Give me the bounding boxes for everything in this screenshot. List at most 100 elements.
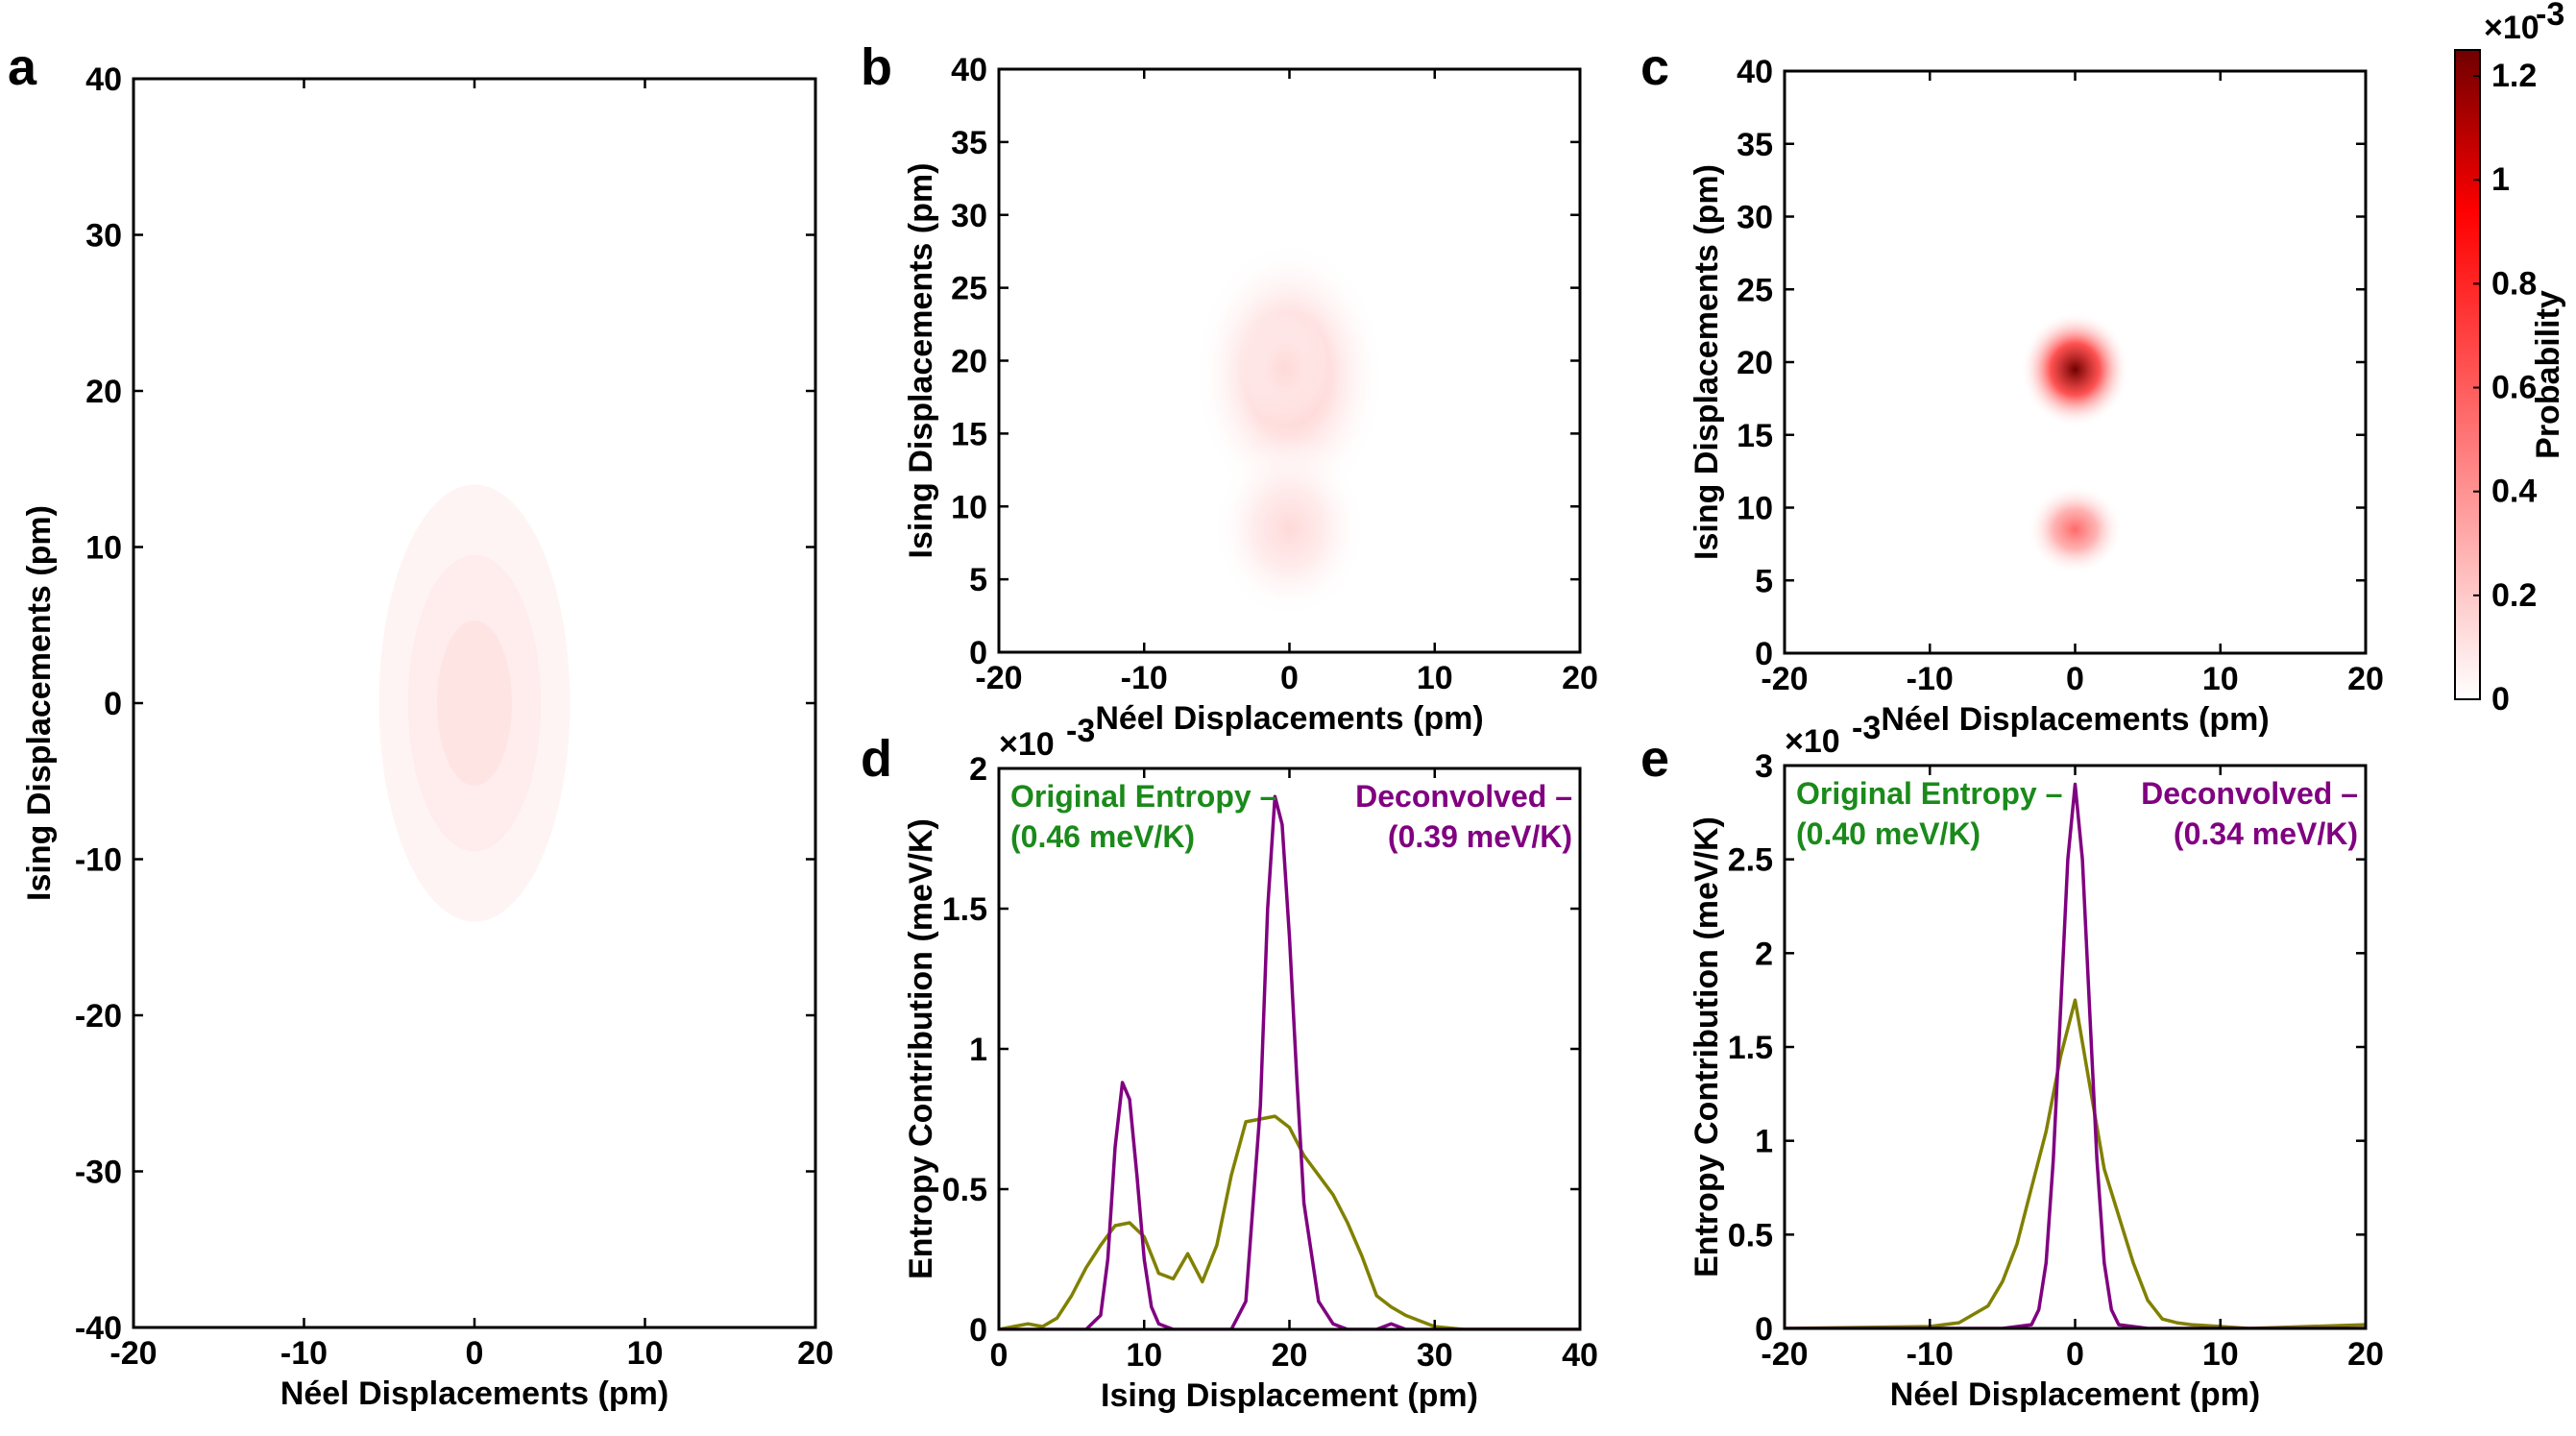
y-tick-label: 25 xyxy=(1737,272,1773,308)
annotation-original-title: Original Entropy – xyxy=(1010,779,1276,814)
y-tick-label: 1 xyxy=(969,1032,987,1068)
y-tick-label: 0 xyxy=(1755,1311,1773,1348)
heatmap-upper-core xyxy=(1240,309,1330,426)
colorbar-label: Probability xyxy=(2530,290,2566,459)
y-axis-label: Ising Displacements (pm) xyxy=(1689,164,1725,560)
x-tick-label: 20 xyxy=(1272,1337,1308,1374)
y-axis-label: Ising Displacements (pm) xyxy=(903,163,939,559)
annotation-deconvolved-title: Deconvolved – xyxy=(2141,776,2358,811)
colorbar-exponent-power: -3 xyxy=(2536,0,2564,33)
y-tick-label: -20 xyxy=(75,998,122,1034)
y-tick-label: 15 xyxy=(1737,418,1773,454)
y-tick-label: 2.5 xyxy=(1728,842,1773,879)
colorbar-tick-label: 0.8 xyxy=(2491,265,2537,302)
x-tick-label: -10 xyxy=(1907,1336,1954,1373)
y-tick-label: -40 xyxy=(75,1310,122,1347)
y-tick-label: 30 xyxy=(85,218,122,255)
x-tick-label: -20 xyxy=(109,1335,157,1372)
x-axis-label: Néel Displacements (pm) xyxy=(280,1375,668,1412)
x-tick-label: -10 xyxy=(1121,660,1168,696)
heatmap-upper-peak xyxy=(2020,311,2130,427)
panel-d-line-chart: Original Entropy – (0.46 meV/K) Deconvolve… xyxy=(861,713,1598,1414)
y-tick-label: 0 xyxy=(1755,636,1773,672)
y-tick-label: 25 xyxy=(951,271,987,307)
annotation-original-title: Original Entropy – xyxy=(1796,776,2062,811)
series-line-original-entropy xyxy=(1785,998,2366,1328)
colorbar-tick-label: 0 xyxy=(2491,681,2510,718)
y-axis-label: Entropy Contribution (meV/K) xyxy=(903,818,939,1279)
y-tick-label: 2 xyxy=(1755,936,1773,972)
y-tick-label: 2 xyxy=(969,751,987,788)
x-tick-label: 0 xyxy=(2066,1336,2084,1373)
y-tick-label: 10 xyxy=(951,489,987,525)
x-axis-label: Néel Displacements (pm) xyxy=(1095,700,1483,737)
y-tick-label: -10 xyxy=(75,842,122,879)
heatmap-lower-peak xyxy=(2027,484,2124,574)
x-tick-label: 20 xyxy=(797,1335,834,1372)
colorbar: 0 0.2 0.4 0.6 0.8 1 1.2 ×10-3 Probability xyxy=(2454,0,2566,718)
y-axis-label: Ising Displacements (pm) xyxy=(21,505,58,901)
panel-letter: d xyxy=(861,730,892,788)
y-tick-label: 0 xyxy=(104,686,122,722)
y-tick-label: 30 xyxy=(1737,200,1773,236)
series-line-original-entropy xyxy=(999,1114,1580,1329)
y-exponent-power: -3 xyxy=(1066,713,1095,749)
colorbar-tick-label: 0.6 xyxy=(2491,370,2537,406)
panel-a-heatmap: -20 -10 0 10 20 -40 -30 -20 -10 0 10 20 30 40 Néel Dis… xyxy=(8,38,834,1412)
x-tick-label: 10 xyxy=(2202,661,2239,697)
plot-area xyxy=(1193,240,1386,619)
y-tick-label: 35 xyxy=(951,125,987,161)
colorbar-tick-label: 1.2 xyxy=(2491,58,2537,94)
annotation-deconvolved-value: (0.34 meV/K) xyxy=(2174,816,2358,851)
y-axis-label: Entropy Contribution (meV/K) xyxy=(1689,816,1725,1278)
x-tick-label: -10 xyxy=(280,1335,328,1372)
y-tick-label: 40 xyxy=(951,52,987,88)
plot-area xyxy=(1785,782,2366,1328)
y-tick-label: 20 xyxy=(85,374,122,410)
y-tick-label: 5 xyxy=(1755,563,1773,599)
y-tick-label: 1.5 xyxy=(942,891,987,928)
plot-area xyxy=(2020,311,2130,574)
annotation-original-value: (0.46 meV/K) xyxy=(1010,819,1195,854)
y-tick-label: 10 xyxy=(1737,491,1773,527)
y-tick-label: 0.5 xyxy=(1728,1217,1773,1253)
panel-c-heatmap: -20 -10 0 10 20 0 5 10 15 20 25 30 35 40 Néel Displace… xyxy=(1640,38,2384,738)
y-exponent-power: -3 xyxy=(1852,710,1881,746)
x-tick-label: 10 xyxy=(627,1335,664,1372)
y-tick-label: 0.5 xyxy=(942,1172,987,1208)
x-tick-label: 30 xyxy=(1417,1337,1453,1374)
series-line-deconvolved xyxy=(1785,782,2366,1328)
y-tick-label: 35 xyxy=(1737,127,1773,163)
annotation-original-value: (0.40 meV/K) xyxy=(1796,816,1981,851)
x-tick-label: 10 xyxy=(1126,1337,1162,1374)
annotation-deconvolved-title: Deconvolved – xyxy=(1355,779,1572,814)
colorbar-tick-label: 0.4 xyxy=(2491,474,2537,510)
panel-letter: c xyxy=(1640,38,1669,96)
colorbar-tick-label: 1 xyxy=(2491,161,2510,198)
y-tick-label: -30 xyxy=(75,1155,122,1191)
x-axis-label: Ising Displacement (pm) xyxy=(1101,1377,1478,1414)
x-tick-label: 10 xyxy=(2202,1336,2239,1373)
colorbar-gradient xyxy=(2454,49,2481,700)
y-tick-label: 15 xyxy=(951,416,987,452)
x-tick-label: 0 xyxy=(2066,661,2084,697)
contour-level-3 xyxy=(436,620,513,787)
panel-letter: b xyxy=(861,38,892,96)
y-tick-label: 30 xyxy=(951,198,987,234)
y-exponent: ×10 xyxy=(1785,723,1840,760)
y-tick-label: 20 xyxy=(1737,345,1773,381)
x-axis-label: Néel Displacements (pm) xyxy=(1881,701,2269,738)
panel-letter: e xyxy=(1640,730,1669,788)
y-tick-label: 3 xyxy=(1755,748,1773,785)
colorbar-exponent: ×10 xyxy=(2484,10,2540,46)
x-tick-label: 0 xyxy=(990,1337,1009,1374)
x-tick-label: 10 xyxy=(1417,660,1453,696)
x-tick-label: 20 xyxy=(2347,1336,2384,1373)
x-tick-label: 20 xyxy=(1562,660,1598,696)
heatmap-lower-cluster xyxy=(1212,438,1367,619)
y-exponent: ×10 xyxy=(999,726,1055,763)
y-tick-label: 40 xyxy=(85,61,122,98)
plot-area xyxy=(999,794,1580,1329)
x-tick-label: 0 xyxy=(1280,660,1299,696)
